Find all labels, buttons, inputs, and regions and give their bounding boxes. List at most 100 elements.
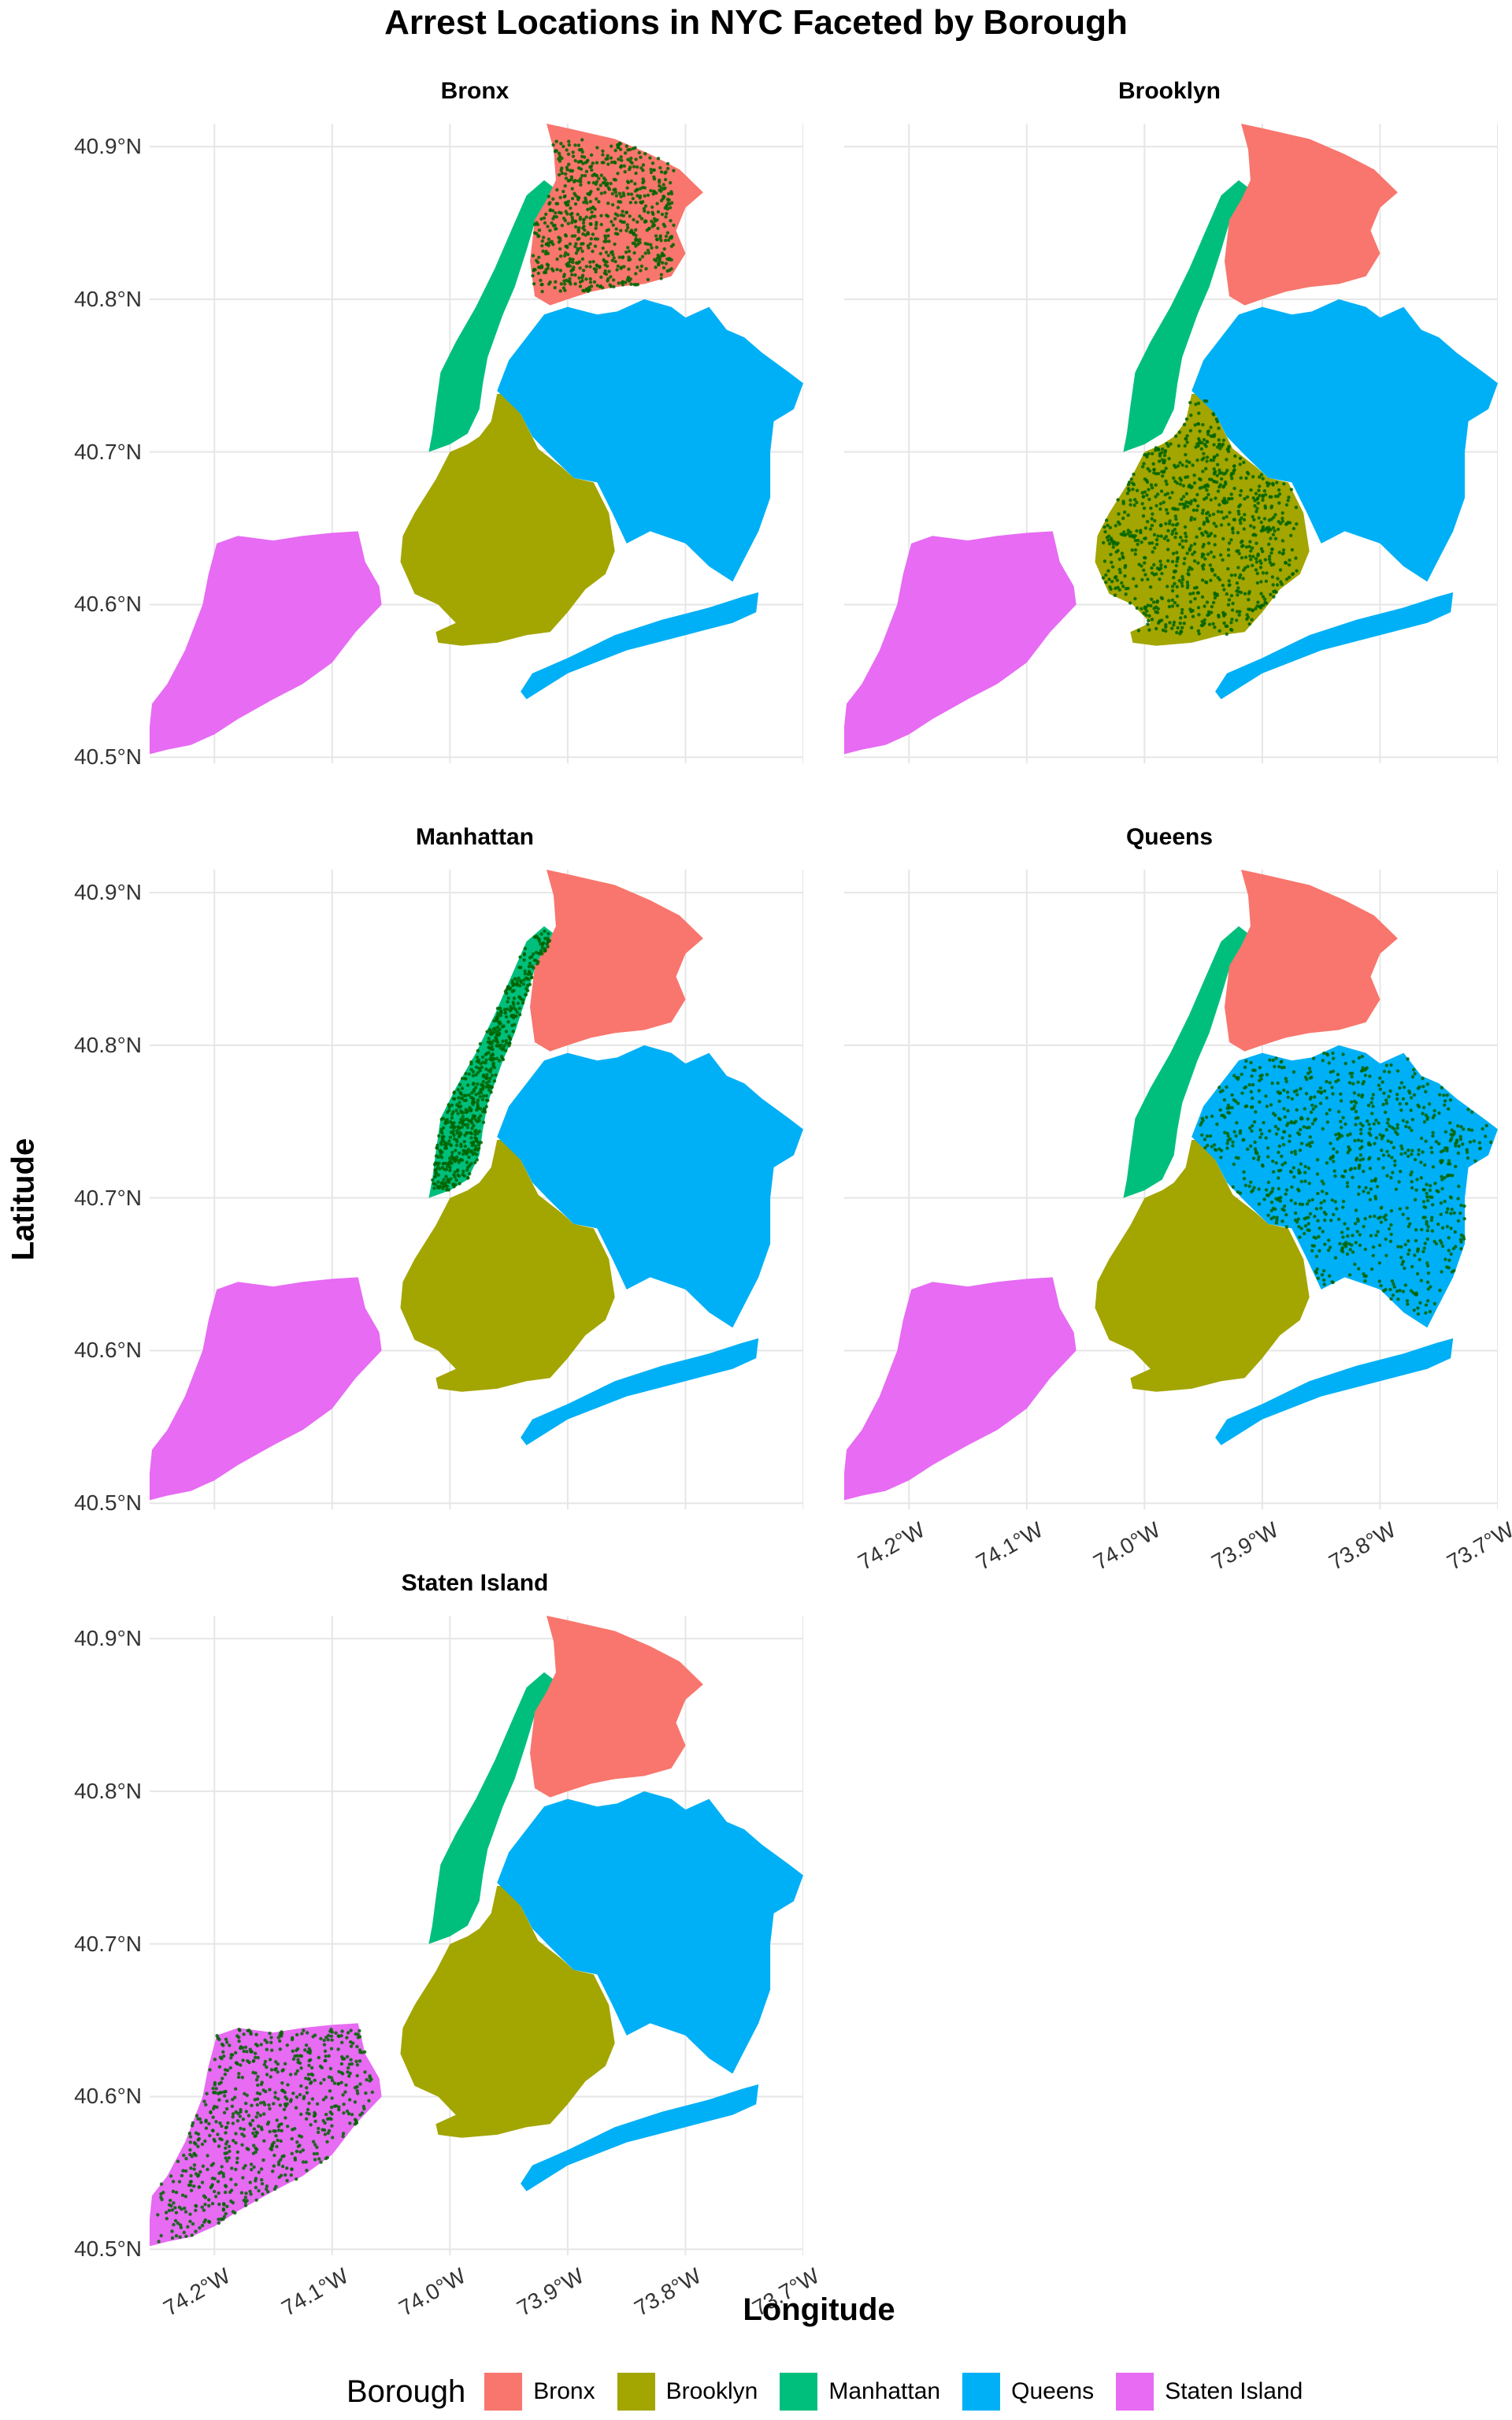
arrest-point: [1418, 1257, 1421, 1262]
arrest-point: [1395, 1093, 1399, 1097]
arrest-point: [615, 268, 619, 272]
arrest-point: [1359, 1139, 1364, 1143]
arrest-point: [323, 2132, 328, 2136]
arrest-point: [456, 1104, 461, 1108]
arrest-point: [580, 150, 584, 154]
arrest-point: [448, 1135, 452, 1139]
arrest-point: [254, 2115, 258, 2119]
arrest-point: [304, 2160, 308, 2164]
arrest-point: [1173, 601, 1177, 605]
arrest-point: [337, 2069, 341, 2073]
arrest-point: [260, 2181, 265, 2186]
arrest-point: [442, 1134, 446, 1139]
arrest-point: [1334, 1133, 1338, 1137]
arrest-point: [1315, 1267, 1319, 1271]
arrest-point: [1456, 1197, 1460, 1201]
arrest-point: [1161, 474, 1165, 478]
arrest-point: [1231, 1144, 1235, 1148]
arrest-point: [566, 221, 570, 225]
arrest-point: [183, 2210, 188, 2214]
arrest-point: [1238, 493, 1243, 497]
arrest-point: [598, 251, 602, 256]
arrest-point: [245, 2050, 249, 2054]
arrest-point: [464, 1093, 468, 1097]
arrest-point: [590, 210, 594, 214]
arrest-point: [1274, 1161, 1278, 1165]
arrest-point: [1174, 517, 1178, 521]
arrest-point: [212, 2137, 216, 2142]
arrest-point: [1462, 1204, 1466, 1208]
arrest-point: [272, 2129, 276, 2133]
arrest-point: [569, 282, 573, 286]
arrest-point: [532, 231, 537, 235]
arrest-point: [1358, 1163, 1362, 1167]
arrest-point: [242, 2166, 246, 2170]
arrest-point: [206, 2167, 209, 2172]
arrest-point: [1395, 1097, 1399, 1101]
arrest-point: [1185, 434, 1189, 438]
y-tick-label: 40.8°N: [74, 1032, 142, 1057]
arrest-point: [188, 2140, 192, 2144]
arrest-point: [1445, 1224, 1450, 1229]
arrest-point: [242, 2032, 246, 2036]
arrest-point: [1282, 1204, 1287, 1208]
arrest-point: [1251, 475, 1255, 479]
arrest-point: [221, 2050, 225, 2054]
arrest-point: [221, 2217, 225, 2221]
arrest-point: [613, 217, 617, 221]
arrest-point: [1306, 1222, 1310, 1226]
legend-label: Staten Island: [1165, 2378, 1303, 2404]
arrest-point: [1410, 1149, 1414, 1152]
arrest-point: [459, 1142, 463, 1146]
arrest-point: [258, 2092, 262, 2096]
arrest-point: [490, 1057, 494, 1061]
arrest-point: [1321, 1182, 1325, 1186]
arrest-point: [1275, 1218, 1279, 1223]
arrest-point: [458, 1182, 461, 1186]
arrest-point: [476, 1098, 480, 1102]
arrest-point: [1162, 454, 1167, 458]
arrest-point: [1173, 507, 1177, 510]
arrest-point: [1343, 1169, 1347, 1173]
arrest-point: [497, 1059, 502, 1063]
arrest-point: [1221, 500, 1226, 505]
arrest-point: [489, 1090, 493, 1094]
arrest-point: [1106, 569, 1110, 573]
arrest-point: [1128, 601, 1132, 605]
arrest-point: [1110, 538, 1114, 542]
arrest-point: [606, 201, 610, 206]
arrest-point: [280, 2088, 284, 2092]
arrest-point: [625, 186, 629, 190]
arrest-point: [235, 2160, 239, 2165]
arrest-point: [450, 1156, 455, 1160]
arrest-point: [1447, 1258, 1451, 1262]
arrest-point: [1399, 1169, 1403, 1174]
arrest-point: [245, 2093, 249, 2097]
arrest-point: [1258, 1100, 1262, 1104]
arrest-point: [1176, 603, 1180, 607]
arrest-point: [268, 2058, 272, 2062]
arrest-point: [1211, 600, 1216, 605]
arrest-point: [537, 952, 541, 956]
arrest-point: [605, 183, 610, 187]
arrest-point: [454, 1149, 458, 1152]
arrest-point: [484, 1067, 488, 1071]
arrest-point: [317, 2126, 321, 2131]
arrest-point: [1258, 604, 1262, 609]
arrest-point: [1229, 627, 1233, 632]
arrest-point: [1364, 1186, 1368, 1190]
arrest-point: [619, 228, 623, 232]
arrest-point: [1477, 1141, 1482, 1145]
arrest-point: [1232, 518, 1236, 521]
arrest-point: [664, 215, 668, 219]
arrest-point: [1160, 458, 1164, 462]
arrest-point: [1430, 1150, 1434, 1155]
facet-title-staten-island: Staten Island: [401, 1570, 549, 1596]
arrest-point: [581, 221, 586, 225]
arrest-point: [1282, 1208, 1286, 1212]
arrest-point: [1279, 1060, 1283, 1064]
arrest-point: [1401, 1097, 1406, 1101]
arrest-point: [301, 2148, 306, 2152]
arrest-point: [339, 2062, 344, 2066]
arrest-point: [498, 1027, 502, 1032]
